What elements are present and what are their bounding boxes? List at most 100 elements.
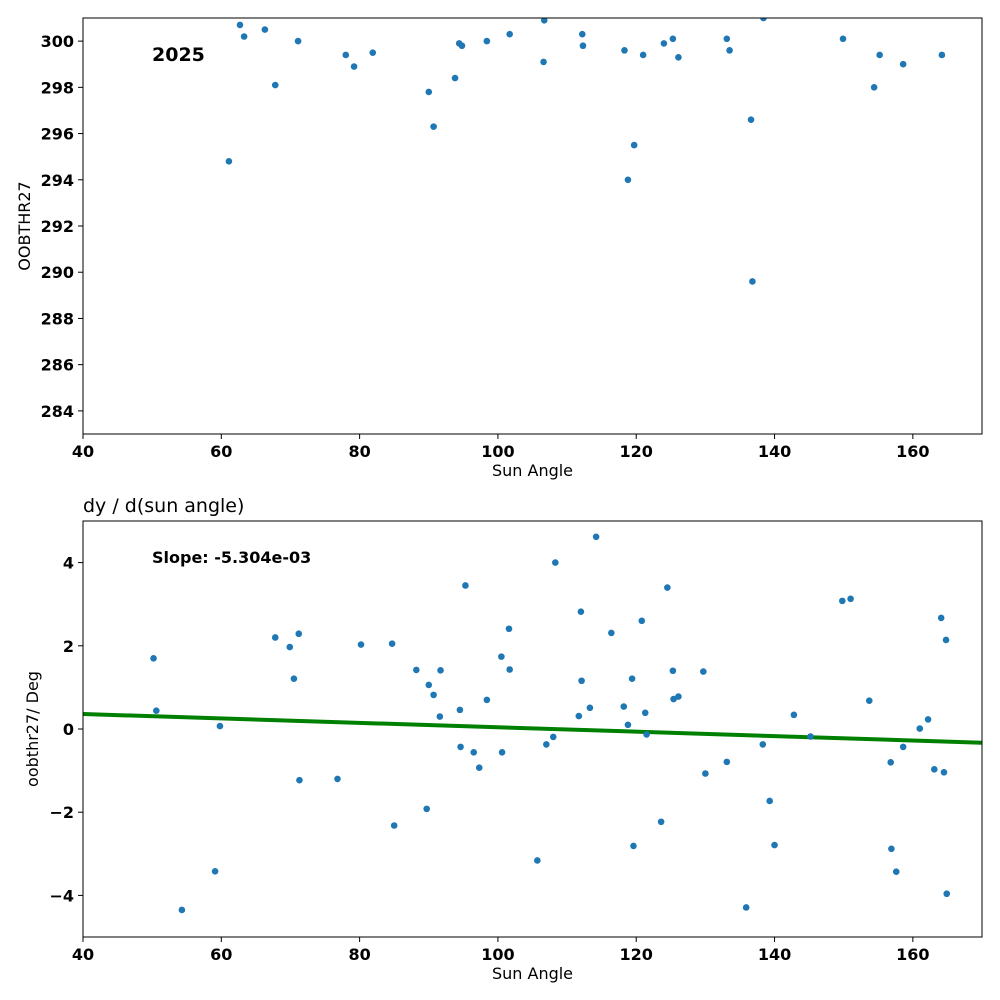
- data-point: [475, 764, 483, 771]
- data-point: [334, 775, 341, 783]
- y-tick-label: 0: [63, 720, 74, 739]
- data-point: [742, 904, 750, 911]
- data-point: [847, 595, 854, 603]
- data-point: [876, 51, 883, 59]
- y-axis-label: OOBTHR27: [15, 181, 34, 270]
- y-tick-label: 288: [41, 309, 74, 328]
- data-point: [579, 42, 587, 50]
- data-point: [807, 733, 814, 740]
- data-point: [660, 40, 668, 47]
- data-point: [271, 81, 279, 89]
- data-point: [899, 743, 907, 751]
- plot-frame: [82, 17, 983, 435]
- x-tick-label: 140: [758, 945, 791, 964]
- data-point: [390, 822, 398, 829]
- data-point: [549, 733, 557, 741]
- data-point: [290, 675, 298, 682]
- data-point: [760, 18, 767, 22]
- data-point: [483, 696, 491, 704]
- data-point: [240, 33, 248, 40]
- data-point: [425, 681, 433, 689]
- x-axis-label: Sun Angle: [492, 461, 573, 480]
- data-point: [700, 668, 707, 675]
- data-point: [178, 906, 186, 914]
- data-point: [726, 47, 733, 54]
- data-points: [225, 18, 946, 285]
- data-point: [641, 709, 649, 717]
- data-point: [578, 677, 585, 685]
- data-point: [458, 42, 466, 50]
- data-point: [639, 51, 647, 59]
- y-tick-label: −2: [49, 803, 74, 822]
- data-point: [543, 741, 550, 748]
- data-point: [892, 868, 900, 875]
- data-point: [261, 26, 269, 33]
- x-tick-label: 100: [481, 945, 514, 964]
- data-point: [286, 643, 294, 651]
- data-point: [294, 37, 302, 45]
- data-point: [839, 597, 846, 605]
- data-point: [437, 667, 444, 674]
- x-tick-label: 160: [896, 945, 929, 964]
- x-tick-label: 120: [620, 442, 653, 461]
- data-point: [430, 123, 437, 130]
- y-axis-label: oobthr27/ Deg: [23, 671, 42, 787]
- x-tick-label: 60: [210, 442, 232, 461]
- y-tick-label: 292: [41, 217, 74, 236]
- data-point: [790, 711, 798, 719]
- x-tick-label: 160: [896, 442, 929, 461]
- data-point: [575, 712, 583, 720]
- data-point: [457, 743, 464, 751]
- data-point: [498, 748, 506, 756]
- data-point: [413, 666, 420, 674]
- data-point: [592, 533, 600, 541]
- data-point: [621, 47, 628, 54]
- data-point: [942, 636, 950, 644]
- y-tick-label: −4: [49, 886, 74, 905]
- data-point: [462, 582, 469, 589]
- data-point: [930, 766, 938, 773]
- y-tick-label: 294: [41, 171, 74, 190]
- data-point: [296, 776, 303, 784]
- data-point: [552, 559, 559, 566]
- data-point: [630, 141, 638, 149]
- data-point: [675, 693, 682, 700]
- data-point: [643, 731, 650, 738]
- y-tick-label: 2: [63, 637, 74, 656]
- data-point: [669, 35, 677, 43]
- data-point: [723, 35, 731, 43]
- x-axis-label: Sun Angle: [492, 964, 573, 983]
- data-point: [236, 21, 244, 29]
- y-tick-label: 4: [63, 554, 74, 573]
- y-tick-label: 298: [41, 78, 74, 97]
- x-tick-label: 40: [72, 442, 94, 461]
- data-point: [630, 842, 637, 850]
- data-point: [771, 841, 778, 849]
- data-point: [451, 74, 459, 82]
- data-point: [675, 53, 682, 61]
- chart-1: 40 60 80 100 120 140 160 284 286 288 290 292 294 296 2…: [15, 17, 983, 480]
- data-point: [887, 758, 895, 766]
- data-point: [153, 707, 160, 714]
- data-point: [150, 654, 157, 662]
- data-point: [669, 667, 677, 675]
- chart-annotation: Slope: -5.304e-03: [152, 548, 311, 567]
- data-point: [342, 51, 350, 59]
- data-point: [216, 722, 224, 730]
- data-point: [506, 30, 513, 38]
- data-point: [540, 18, 548, 24]
- data-point: [870, 84, 878, 91]
- data-point: [670, 695, 677, 703]
- data-point: [369, 49, 377, 56]
- chart-title: dy / d(sun angle): [83, 495, 244, 517]
- data-point: [620, 703, 628, 710]
- data-point: [436, 713, 444, 720]
- data-point: [759, 741, 767, 748]
- data-point: [540, 58, 547, 66]
- data-point: [924, 716, 932, 723]
- data-point: [505, 625, 513, 633]
- data-point: [271, 634, 279, 641]
- chart-2: dy / d(sun angle) 40 60 80 100 120 140 160 −4 −2 0…: [23, 495, 983, 983]
- y-tick-label: 286: [41, 356, 74, 375]
